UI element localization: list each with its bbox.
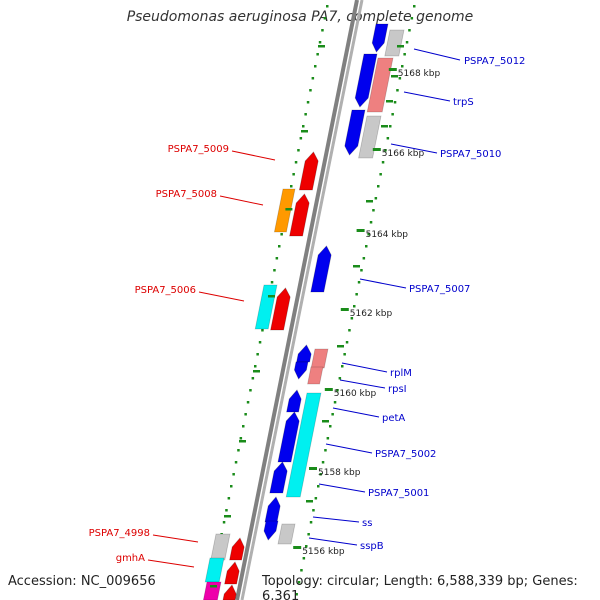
label-rplm-leader — [341, 362, 388, 373]
outer-right-ring — [295, 5, 416, 596]
gene-5008 — [289, 193, 310, 237]
genome-backbone — [235, 0, 359, 600]
gene-5010 — [344, 109, 366, 156]
gene-5002 — [285, 392, 322, 498]
gene-5006 — [270, 287, 291, 331]
gene-sspb — [263, 520, 279, 541]
label-peta-leader — [332, 407, 380, 418]
gene-rplm — [296, 344, 312, 363]
label-rpsi: rpsI — [388, 384, 407, 395]
label-gmha-leader — [147, 559, 195, 568]
label-pspa7-5002: PSPA7_5002 — [375, 449, 436, 460]
ring-mark — [210, 585, 217, 588]
ring-mark — [239, 440, 246, 443]
label-rplm: rplM — [390, 368, 412, 379]
label-pspa7-5002-leader — [325, 443, 373, 454]
label-sspb-leader — [308, 537, 358, 546]
label-pspa7-5008: PSPA7_5008 — [156, 189, 217, 200]
label-pspa7-4998-leader — [152, 534, 199, 543]
label-pspa7-5012-leader — [413, 48, 461, 61]
label-sspb: sspB — [360, 541, 384, 552]
genome-summary-text: Topology: circular; Length: 6,588,339 bp… — [262, 574, 578, 600]
ring-mark — [285, 208, 293, 211]
label-pspa7-5009: PSPA7_5009 — [168, 144, 229, 155]
ring-mark — [391, 75, 398, 78]
ring-mark — [253, 370, 260, 373]
scale-tick — [293, 546, 302, 549]
gene-trps-a — [354, 53, 378, 108]
label-pspa7-5009-leader — [231, 150, 276, 161]
scale-tick-label: 5166 kbp — [382, 149, 425, 159]
gene-gmha — [204, 557, 225, 583]
ring-mark — [268, 295, 275, 298]
scale-tick-label: 5168 kbp — [398, 69, 441, 79]
label-gmha: gmhA — [116, 553, 145, 564]
scale-tick — [388, 68, 397, 71]
gene-rplm-b — [310, 348, 329, 369]
map-title: Pseudomonas aeruginosa PA7, complete gen… — [126, 9, 474, 25]
label-pspa7-5008-leader — [219, 195, 264, 206]
accession-text: Accession: NC_009656 — [8, 574, 156, 589]
scale-tick — [356, 229, 365, 232]
gene-5009 — [298, 151, 319, 191]
ring-mark — [386, 100, 393, 103]
label-pspa7-5007: PSPA7_5007 — [409, 284, 470, 295]
scale-tick-label: 5164 kbp — [366, 230, 409, 240]
label-trps-leader — [403, 91, 451, 102]
ring-mark — [366, 200, 373, 203]
ring-mark — [301, 130, 308, 133]
label-rpsi-leader — [339, 379, 386, 389]
gene-4998-b — [229, 537, 245, 561]
gene-gmha-b — [224, 561, 240, 585]
gene-ss — [264, 496, 281, 523]
backbone-shadow — [240, 0, 364, 600]
gene-peta — [277, 411, 300, 463]
label-ss-leader — [312, 516, 360, 523]
scale-tick — [324, 388, 333, 391]
ring-mark — [318, 45, 325, 48]
scale-tick — [372, 148, 381, 151]
gene-5007 — [310, 245, 332, 293]
ring-mark — [306, 500, 313, 503]
ring-mark — [224, 515, 231, 518]
scale-tick-label: 5160 kbp — [334, 389, 377, 399]
label-pspa7-4998: PSPA7_4998 — [89, 528, 150, 539]
scale-tick — [309, 467, 317, 470]
gene-5010-b — [358, 115, 382, 159]
gene-peta-a — [286, 389, 302, 413]
label-pspa7-5006: PSPA7_5006 — [135, 285, 196, 296]
label-ss: ss — [362, 518, 372, 529]
ring-mark — [381, 125, 388, 128]
gene-trps — [366, 57, 394, 113]
scale-tick-label: 5158 kbp — [318, 468, 361, 478]
gene-rpsi-b — [307, 366, 324, 385]
gene-rpsi — [293, 361, 309, 380]
scale-tick-label: 5162 kbp — [350, 309, 393, 319]
gene-5001 — [269, 461, 288, 494]
label-pspa7-5007-leader — [359, 278, 407, 289]
ring-mark — [353, 265, 360, 268]
label-pspa7-5010-leader — [390, 143, 438, 154]
ring-mark — [337, 345, 344, 348]
gene-5012 — [371, 23, 389, 53]
label-trps: trpS — [453, 97, 474, 108]
gene-4998 — [210, 533, 231, 561]
gene-bottom-red — [222, 584, 237, 600]
label-peta: petA — [382, 413, 405, 424]
label-pspa7-5001-leader — [318, 483, 366, 493]
gene-5012-b — [384, 29, 405, 57]
ring-mark — [397, 45, 404, 48]
gene-sspb-b — [277, 523, 296, 545]
label-pspa7-5001: PSPA7_5001 — [368, 488, 429, 499]
gene-bottom-magenta — [202, 581, 222, 600]
label-pspa7-5012: PSPA7_5012 — [464, 56, 525, 67]
label-pspa7-5006-leader — [198, 291, 245, 302]
ring-mark — [322, 420, 329, 423]
scale-tick-label: 5156 kbp — [302, 547, 345, 557]
scale-tick — [340, 308, 349, 311]
label-pspa7-5010: PSPA7_5010 — [440, 149, 501, 160]
gene-5008-a — [273, 188, 296, 233]
